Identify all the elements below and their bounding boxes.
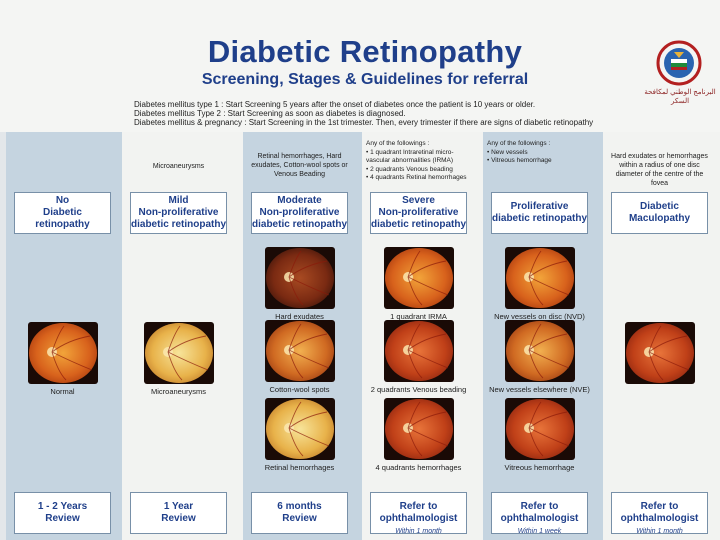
stage-name-line: Non-proliferative — [138, 207, 219, 218]
fundus-photo — [505, 320, 575, 382]
stage-column: Any of the followings : • 1 quadrant Intr… — [362, 132, 483, 540]
fundus-photo — [505, 398, 575, 460]
stage-name-box: No Diabetic retinopathy — [14, 192, 111, 234]
fundus-photo — [505, 247, 575, 309]
criteria-title: Any of the followings : — [366, 140, 430, 147]
stage-column: No Diabetic retinopathy Normal 1 - 2 Years R… — [6, 132, 122, 540]
fundus-photo — [265, 320, 335, 382]
stage-name-line: diabetic retinopathy — [252, 219, 348, 230]
referral-action: 6 months Review — [277, 501, 322, 524]
stage-name-line: diabetic retinopathy — [131, 219, 227, 230]
stage-name-line: diabetic retinopathy — [371, 219, 467, 230]
fundus-photo — [384, 247, 454, 309]
criteria-title: Any of the followings : — [487, 140, 551, 147]
referral-box: Refer to ophthalmologist Within 1 week — [491, 492, 588, 535]
stage-name-line: No — [55, 195, 70, 206]
referral-action: 1 - 2 Years Review — [37, 501, 88, 524]
stage-name-box: Severe Non-proliferative diabetic retinopa… — [370, 192, 467, 234]
criteria-item: vascular abnormalities (IRMA) — [366, 157, 454, 164]
poster-subtitle: Screening, Stages & Guidelines for refer… — [201, 71, 529, 88]
stage-criteria: Microaneurysms — [152, 163, 205, 170]
photo-caption: Normal — [50, 387, 75, 396]
criteria-item: • 2 quadrants Venous beading — [366, 165, 453, 173]
stage-name-line: Diabetic — [640, 201, 679, 212]
criteria-item: • 4 quadrants Retinal hemorrhages — [366, 174, 467, 181]
criteria-item: • 1 quadrant Intraretinal micro- — [366, 148, 454, 156]
stage-name-line: Proliferative — [510, 201, 569, 212]
photo-caption: 1 quadrant IRMA — [390, 312, 447, 321]
photo-caption: Microaneurysms — [150, 387, 206, 396]
poster-header: Diabetic Retinopathy Screening, Stages &… — [0, 0, 720, 132]
referral-timeframe: Within 1 month — [636, 528, 683, 535]
guideline-type1: Diabetes mellitus type 1 : Start Screeni… — [134, 100, 536, 109]
photo-caption: Retinal hemorrhages — [264, 463, 335, 472]
criteria-item: • Vitreous hemorrhage — [487, 157, 552, 164]
stage-name-line: Non-proliferative — [259, 207, 340, 218]
referral-box: 1 Year Review — [130, 492, 227, 534]
photo-caption: Hard exudates — [275, 312, 324, 321]
criteria-item: • New vessels — [487, 148, 528, 156]
fundus-photo — [28, 322, 98, 384]
stage-column: Microaneurysms Mild Non-proliferative diabe… — [122, 132, 243, 540]
photo-caption: Vitreous hemorrhage — [504, 463, 575, 472]
kuwait-emblem-icon — [656, 40, 702, 86]
stage-name-box: Moderate Non-proliferative diabetic retino… — [251, 192, 348, 234]
fundus-photo — [384, 398, 454, 460]
stage-column: Retinal hemorrhages, Hard exudates, Cott… — [243, 132, 362, 540]
stage-criteria: Hard exudates or hemorrhages within a ra… — [611, 153, 708, 187]
referral-action: Refer to ophthalmologist — [500, 501, 579, 524]
stage-name-line: Diabetic retinopathy — [35, 207, 90, 230]
referral-action: Refer to ophthalmologist — [620, 501, 699, 524]
fundus-photo — [144, 322, 214, 384]
stage-name-box: Proliferative diabetic retinopathy — [491, 192, 588, 234]
stage-column: Any of the followings : • New vessels • Vi… — [483, 132, 603, 540]
stage-criteria: Any of the followings : • 1 quadrant Intr… — [366, 140, 474, 183]
stage-name-line: Non-proliferative — [378, 207, 459, 218]
fundus-photo — [625, 322, 695, 384]
photo-caption: New vessels on disc (NVD) — [494, 312, 585, 321]
stage-name-line: Moderate — [277, 195, 322, 206]
stage-name-box: Mild Non-proliferative diabetic retinopath… — [130, 192, 227, 234]
logo-caption: البرنامج الوطني لمكافحة السكر — [644, 89, 716, 105]
photo-caption: 2 quadrants Venous beading — [370, 385, 467, 394]
poster-title: Diabetic Retinopathy — [207, 34, 523, 69]
referral-timeframe: Within 1 month — [395, 528, 442, 535]
referral-action: Refer to ophthalmologist — [379, 501, 458, 524]
fundus-photo — [384, 320, 454, 382]
referral-box: Refer to ophthalmologist Within 1 month — [370, 492, 467, 535]
referral-box: 6 months Review — [251, 492, 348, 534]
referral-box: 1 - 2 Years Review — [14, 492, 111, 534]
guideline-pregnancy: Diabetes mellitus & pregnancy : Start Sc… — [134, 118, 594, 127]
stage-name-line: diabetic retinopathy — [492, 213, 588, 224]
stage-criteria: Any of the followings : • New vessels • Vi… — [487, 140, 595, 166]
referral-action: 1 Year Review — [161, 501, 196, 524]
stage-name-line: Severe — [402, 195, 435, 206]
stage-name-line: Maculopathy — [628, 213, 691, 224]
guideline-type2: Diabetes mellitus Type 2 : Start Screeni… — [134, 109, 406, 118]
stage-name-line: Mild — [168, 195, 189, 206]
fundus-photo — [265, 247, 335, 309]
photo-caption: Cotton-wool spots — [269, 385, 330, 394]
stage-column: Hard exudates or hemorrhages within a ra… — [603, 132, 720, 540]
photo-caption: New vessels elsewhere (NVE) — [489, 385, 590, 394]
fundus-photo — [265, 398, 335, 460]
referral-box: Refer to ophthalmologist Within 1 month — [611, 492, 708, 535]
stage-criteria: Retinal hemorrhages, Hard exudates, Cott… — [251, 153, 348, 178]
stage-name-box: Diabetic Maculopathy — [611, 192, 708, 234]
photo-caption: 4 quadrants hemorrhages — [375, 463, 462, 472]
referral-timeframe: Within 1 week — [517, 528, 562, 535]
